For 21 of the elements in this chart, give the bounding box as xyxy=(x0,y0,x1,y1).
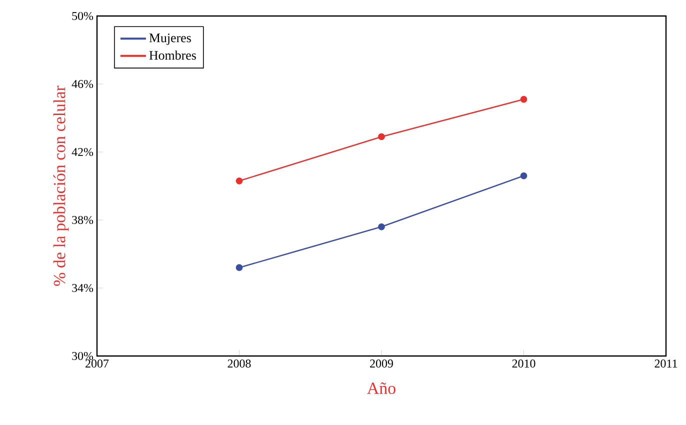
y-tick-label: 46% xyxy=(72,80,94,88)
y-tick-label: 50% xyxy=(72,12,94,20)
y-axis-title: % de la población con celular xyxy=(53,86,69,286)
x-tick-label: 2010 xyxy=(512,360,536,368)
y-tick-label: 38% xyxy=(72,216,94,224)
x-tick-label: 2011 xyxy=(654,360,678,368)
x-tick-label: 2009 xyxy=(370,360,393,368)
point xyxy=(520,172,528,180)
y-tick-label: 30% xyxy=(72,352,94,360)
y-tick-label: 42% xyxy=(72,148,94,156)
point xyxy=(378,133,385,140)
point xyxy=(378,223,385,230)
point xyxy=(236,264,243,272)
x-axis-title: Año xyxy=(367,382,396,394)
x-tick-label: 2007 xyxy=(86,360,109,368)
x-tick-label: 2008 xyxy=(228,360,251,368)
legend-label: Hombres xyxy=(149,50,196,60)
y-tick-label: 34% xyxy=(72,284,94,292)
point xyxy=(520,96,528,103)
legend-label: Mujeres xyxy=(149,34,191,45)
point xyxy=(236,177,243,184)
